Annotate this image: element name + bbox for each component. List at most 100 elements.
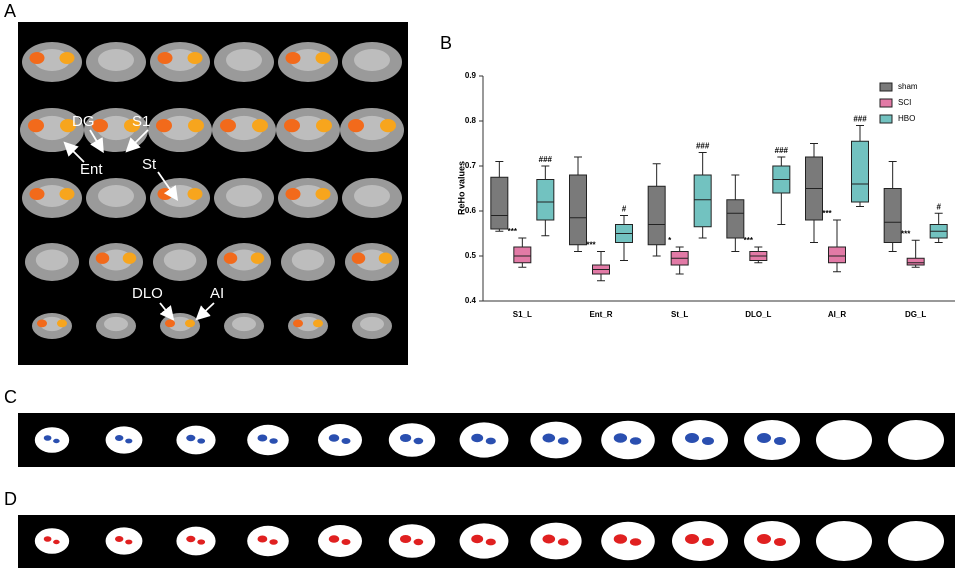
brain-slice-inner (98, 185, 134, 207)
activation (557, 437, 569, 445)
activation (29, 188, 45, 200)
activation (186, 434, 196, 442)
activation (757, 433, 771, 443)
activation (485, 437, 496, 445)
brain-slice (601, 420, 655, 460)
brain-slice-inner (291, 249, 325, 271)
y-tick-label: 0.9 (465, 71, 477, 80)
brain-slice (744, 420, 800, 460)
legend-label: sham (898, 82, 918, 91)
box (693, 174, 712, 228)
activation (400, 434, 412, 442)
y-tick-label: 0.8 (465, 116, 477, 125)
activation (257, 535, 268, 543)
activation (187, 188, 203, 200)
activation (316, 119, 332, 133)
activation (351, 252, 366, 264)
panel-label: B (440, 33, 452, 53)
legend-label: HBO (898, 114, 915, 123)
brain-slice-inner (104, 316, 128, 332)
brain-slice-inner (99, 249, 133, 271)
x-tick-label: DG_L (905, 310, 926, 319)
activation (413, 538, 424, 546)
panel-label: C (4, 387, 17, 407)
brain-slice (530, 421, 582, 459)
activation (60, 119, 76, 133)
brain-label: St (142, 156, 157, 173)
activation (380, 119, 396, 133)
box (851, 140, 869, 203)
brain-slice (318, 424, 362, 456)
activation (156, 119, 172, 133)
brain-label: DLO (132, 285, 163, 302)
brain-label: DG (72, 113, 95, 130)
activation (293, 319, 303, 328)
brain-slice-inner (355, 249, 389, 271)
brain-slice-inner (98, 49, 134, 71)
significance-label: *** (586, 241, 596, 250)
brain-label: AI (210, 285, 224, 302)
activation (188, 119, 204, 133)
box-plot: 0.4 0.5 0.6 0.7 0.8 0.9 S1_L *** ### Ent_R *** # St_… (465, 71, 955, 319)
activation (28, 119, 44, 133)
brain-slice (888, 420, 944, 460)
activation (285, 52, 301, 64)
activation (613, 433, 628, 443)
activation (774, 538, 786, 546)
brain-slice (388, 423, 436, 457)
brain-slice (601, 521, 655, 561)
activation (315, 52, 331, 64)
brain-label: Ent (80, 161, 103, 178)
brain-slice (672, 521, 728, 561)
box (647, 185, 666, 246)
x-tick-label: S1_L (513, 310, 532, 319)
activation (348, 119, 364, 133)
activation (197, 438, 206, 444)
significance-label: *** (508, 227, 518, 236)
legend-label: SCI (898, 98, 911, 107)
y-tick-label: 0.6 (465, 206, 477, 215)
activation (223, 252, 238, 264)
significance-label: *** (901, 229, 911, 238)
significance-label: ### (696, 142, 710, 151)
activation (629, 437, 642, 445)
activation (92, 119, 108, 133)
brain-slice-inner (232, 316, 256, 332)
activation (122, 252, 137, 264)
activation (269, 438, 278, 444)
activation (185, 319, 195, 328)
brain-slice (459, 422, 509, 458)
significance-label: ### (853, 115, 867, 124)
activation (341, 438, 351, 444)
activation (685, 433, 699, 443)
activation (400, 535, 412, 543)
activation (315, 188, 331, 200)
box (490, 176, 509, 230)
activation (757, 534, 771, 544)
brain-slice (816, 521, 872, 561)
y-tick-label: 0.5 (465, 251, 477, 260)
activation (702, 538, 714, 546)
activation (43, 536, 52, 542)
brain-strips (34, 420, 944, 561)
activation (187, 52, 203, 64)
box (828, 246, 846, 264)
activation (542, 433, 556, 443)
brain-slice (816, 420, 872, 460)
x-tick-label: AI_R (828, 310, 846, 319)
y-axis-label: ReHo values (456, 161, 466, 215)
activation (774, 437, 786, 445)
box (569, 174, 587, 246)
activation (328, 535, 340, 543)
activation (115, 536, 124, 542)
brain-slice-inner (354, 49, 390, 71)
activation (37, 319, 47, 328)
activation (59, 188, 75, 200)
activation (252, 119, 268, 133)
activation (685, 534, 699, 544)
x-tick-label: Ent_R (589, 310, 612, 319)
y-tick-label: 0.7 (465, 161, 477, 170)
brain-slice-inner (227, 249, 261, 271)
brain-slice (318, 525, 362, 557)
activation (629, 538, 642, 546)
